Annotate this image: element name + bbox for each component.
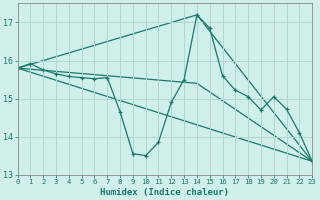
X-axis label: Humidex (Indice chaleur): Humidex (Indice chaleur) <box>100 188 229 197</box>
